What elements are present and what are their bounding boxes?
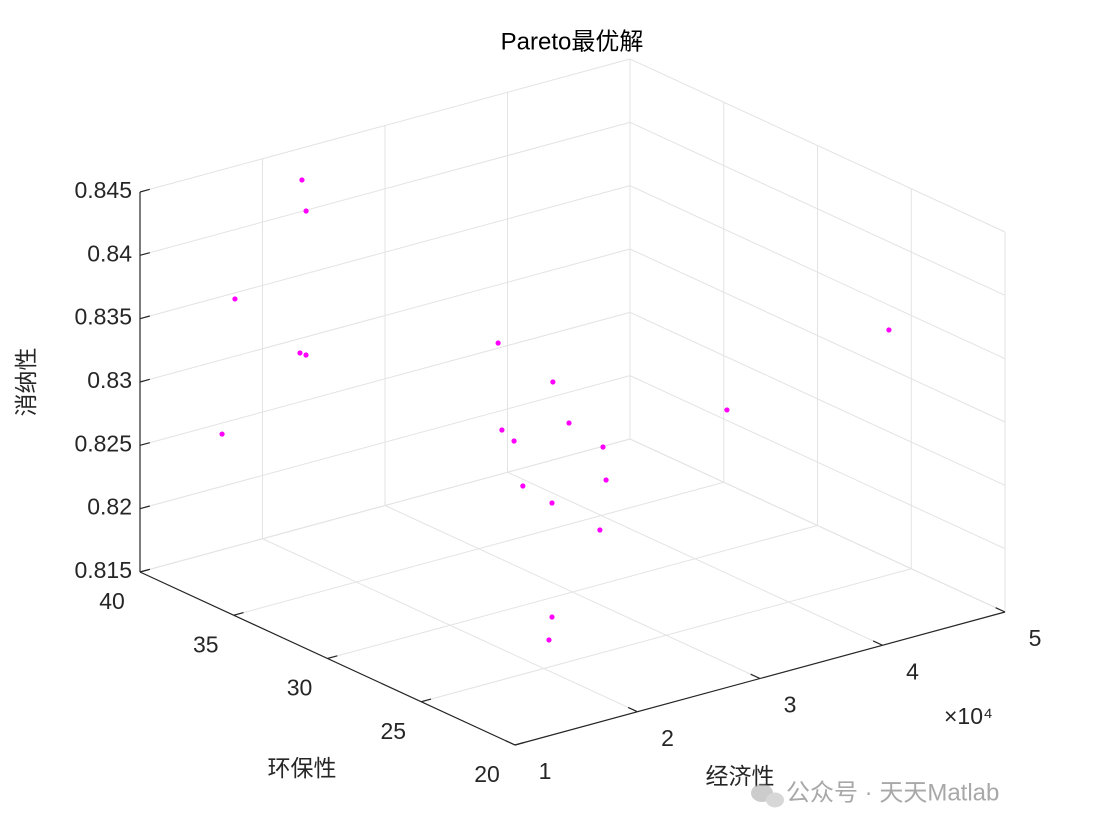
z-tick-label: 0.835 (74, 304, 132, 330)
data-point (499, 427, 505, 433)
x-tick (995, 607, 1006, 613)
data-point (600, 444, 606, 450)
x-tick-label: 2 (661, 725, 674, 751)
z-tick-label: 0.83 (87, 367, 132, 393)
data-point (549, 500, 555, 506)
data-point (303, 208, 309, 214)
z-axis-label: 消纳性 (13, 348, 39, 417)
data-point (724, 407, 730, 413)
y-tick-label: 30 (287, 675, 313, 701)
data-point (550, 379, 556, 385)
x-tick (627, 706, 638, 713)
z-tick (139, 252, 150, 256)
y-tick-label: 25 (380, 718, 406, 744)
z-tick-label: 0.845 (74, 177, 132, 203)
x-tick-label: 5 (1029, 625, 1042, 651)
data-point (232, 296, 238, 302)
z-tick-label: 0.84 (87, 240, 132, 266)
data-point (520, 483, 526, 489)
z-tick-label: 0.825 (74, 430, 132, 456)
x-tick-label: 4 (906, 658, 919, 684)
data-point (495, 340, 501, 346)
grid-line (507, 471, 883, 646)
z-tick (139, 442, 150, 446)
data-point (511, 438, 517, 444)
x-tick-label: 1 (539, 758, 552, 784)
z-tick (139, 505, 150, 510)
grid-line (629, 438, 1006, 613)
z-tick-label: 0.815 (74, 557, 132, 583)
data-point (546, 637, 552, 643)
data-point (297, 350, 303, 356)
grid-line (262, 538, 638, 713)
data-point (219, 431, 225, 437)
z-tick (139, 568, 150, 573)
x-tick (750, 673, 761, 680)
x-tick-label: 3 (784, 692, 797, 718)
x-tick (872, 640, 883, 646)
data-point (603, 477, 609, 483)
y-tick-label: 40 (99, 588, 125, 614)
y-tick-label: 20 (474, 761, 500, 787)
z-tick (139, 315, 150, 320)
data-point (299, 177, 305, 183)
x-axis (514, 611, 1006, 746)
data-point (886, 327, 892, 333)
chart-title: Pareto最优解 (501, 28, 644, 55)
data-point (303, 352, 309, 358)
y-tick (421, 698, 432, 703)
watermark-icon (751, 784, 784, 808)
grid-line (384, 505, 761, 679)
z-tick-label: 0.82 (87, 494, 132, 520)
y-tick (327, 655, 338, 660)
y-tick-label: 35 (193, 631, 219, 657)
watermark: 公众号 · 天天Matlab (786, 779, 999, 806)
data-point (549, 614, 555, 620)
y-tick (233, 612, 244, 616)
z-tick (139, 378, 150, 383)
data-point (597, 527, 603, 533)
y-axis (139, 571, 516, 746)
data-point (566, 420, 572, 426)
z-tick (139, 188, 150, 193)
x-exponent-label: ×10⁴ (944, 703, 993, 729)
y-axis-label: 环保性 (268, 755, 337, 781)
